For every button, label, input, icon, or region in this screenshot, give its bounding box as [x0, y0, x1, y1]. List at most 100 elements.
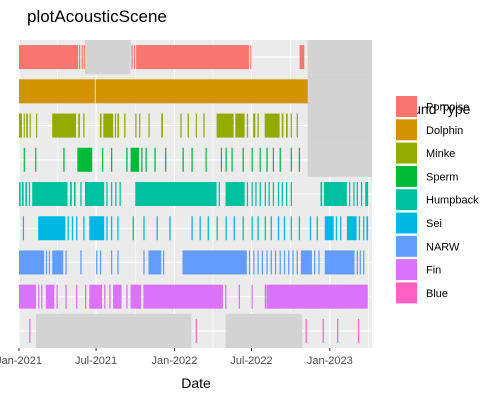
detection-bar-sei: [358, 216, 361, 241]
detection-bar-sperm: [191, 147, 193, 172]
x-axis: Jan-2021 Jul-2021 Jan-2022 Jul-2022 Jan-2023: [0, 348, 353, 367]
detection-bar-sei: [191, 216, 193, 241]
detection-bar-fin: [38, 284, 40, 309]
legend-key-sperm: [396, 165, 417, 187]
legend-label-humpback: Humpback: [426, 195, 479, 207]
detection-bar-sei: [316, 216, 318, 241]
detection-bar-humpback: [365, 182, 369, 206]
detection-bar-humpback: [85, 182, 105, 206]
detection-bar-narw: [274, 250, 277, 275]
detection-bar-sperm: [251, 147, 253, 172]
detection-bar-narw: [288, 250, 290, 275]
effort-gap-blue: [36, 313, 192, 348]
detection-bar-minke: [246, 113, 249, 138]
detection-bar-blue: [357, 318, 360, 343]
detection-bar-minke: [26, 113, 28, 138]
detection-bar-minke: [83, 113, 85, 138]
detection-bar-blue: [305, 318, 307, 343]
detection-bar-sei: [207, 216, 209, 241]
detection-bar-sei: [132, 216, 134, 241]
legend-label-porpoise: Porpoise: [426, 102, 469, 114]
detection-bar-sei: [89, 216, 105, 241]
detection-bar-narw: [300, 250, 312, 275]
detection-bar-minke: [161, 113, 163, 138]
detection-bar-narw: [45, 250, 48, 275]
detection-bar-sei: [38, 216, 66, 241]
detection-bar-fin: [109, 284, 111, 309]
detection-bar-sperm: [130, 147, 140, 172]
detection-bar-minke: [195, 113, 197, 138]
detection-bar-minke: [135, 113, 137, 138]
x-axis-title: Date: [181, 375, 211, 391]
detection-bar-narw: [148, 250, 162, 275]
detection-bar-sperm: [110, 147, 113, 172]
detection-bar-minke: [114, 113, 117, 138]
detection-bar-fin: [113, 284, 122, 309]
detection-marks: [19, 45, 369, 343]
detection-bar-minke: [203, 113, 205, 138]
detection-bar-narw: [283, 250, 286, 275]
legend-label-fin: Fin: [426, 265, 441, 277]
detection-bar-sei: [264, 216, 266, 241]
detection-bar-fin: [225, 284, 227, 309]
detection-bar-humpback: [106, 182, 108, 206]
detection-bar-humpback: [323, 182, 347, 206]
detection-bar-porpoise: [81, 45, 83, 70]
detection-bar-porpoise: [79, 45, 81, 70]
detection-bar-narw: [182, 250, 247, 275]
detection-bar-humpback: [218, 182, 220, 206]
detection-bar-sei: [225, 216, 227, 241]
detection-bar-sei: [335, 216, 338, 241]
detection-bar-dolphin: [19, 79, 95, 104]
detection-bar-fin: [130, 284, 142, 309]
detection-bar-humpback: [28, 182, 31, 206]
detection-bar-narw: [363, 250, 365, 275]
legend-key-dolphin: [396, 119, 417, 141]
detection-bar-narw: [318, 250, 320, 275]
chart-title: plotAcousticScene: [27, 7, 167, 26]
effort-gap-minke: [307, 108, 372, 143]
detection-bar-sperm: [225, 147, 227, 172]
x-tick-label: Jan-2022: [151, 355, 197, 367]
detection-bar-sei: [216, 216, 218, 241]
detection-bar-narw: [19, 250, 45, 275]
detection-bar-humpback: [353, 182, 355, 206]
detection-bar-sperm: [279, 147, 281, 172]
detection-bar-narw: [296, 250, 298, 275]
detection-bar-sei: [110, 216, 113, 241]
detection-bar-blue: [195, 318, 197, 343]
legend-label-dolphin: Dolphin: [426, 125, 463, 137]
legend-items: Porpoise Dolphin Minke Sperm Humpback Sei NARW…: [396, 96, 479, 304]
detection-bar-sei: [76, 216, 78, 241]
detection-bar-minke: [29, 113, 31, 138]
detection-bar-fin: [264, 284, 266, 309]
detection-bar-minke: [290, 113, 292, 138]
detection-bar-fin: [89, 284, 103, 309]
legend-label-minke: Minke: [426, 148, 455, 160]
detection-bar-sperm: [126, 147, 128, 172]
detection-bar-sperm: [290, 147, 292, 172]
detection-bar-minke: [296, 113, 298, 138]
legend: Sound Type PorpoiseDolphinMinkeSpermHump…: [396, 96, 479, 304]
detection-bar-sei: [117, 216, 119, 241]
detection-bar-sperm: [220, 147, 223, 172]
legend-label-sperm: Sperm: [426, 171, 458, 183]
detection-bar-narw: [162, 250, 165, 275]
detection-bar-sei: [143, 216, 145, 241]
detection-bar-blue: [29, 318, 31, 343]
detection-bar-humpback: [225, 182, 245, 206]
detection-bar-humpback: [272, 182, 275, 206]
detection-bar-porpoise: [131, 45, 133, 70]
detection-bar-narw: [248, 250, 251, 275]
detection-bar-humpback: [360, 182, 363, 206]
x-tick-label: Jan-2021: [0, 355, 42, 367]
detection-bar-porpoise: [19, 45, 79, 70]
legend-key-porpoise: [396, 96, 417, 117]
detection-bar-sperm: [272, 147, 274, 172]
detection-bar-sei: [156, 216, 158, 241]
detection-bar-fin: [143, 284, 223, 309]
detection-bar-sei: [242, 216, 244, 241]
detection-bar-fin: [76, 284, 78, 309]
detection-bar-humpback: [281, 182, 284, 206]
legend-label-blue: Blue: [426, 288, 448, 300]
